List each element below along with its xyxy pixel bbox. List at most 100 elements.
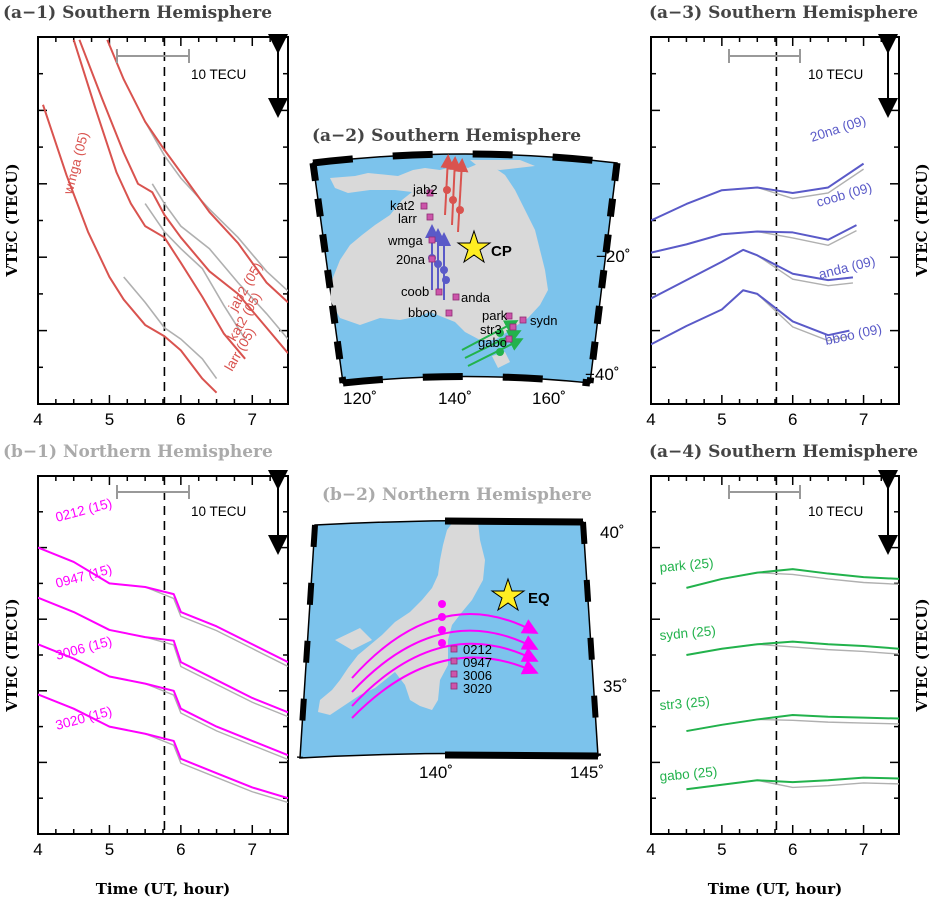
label-wmga: wmga — [387, 233, 423, 248]
reference-curve — [651, 289, 850, 345]
panel-b1: 4 5 6 7 0212 (15) 0947 (15) 3006 (15) 3020 (15) — [33, 475, 289, 859]
series-line-3020 — [38, 693, 288, 800]
map-frame-left — [309, 162, 347, 384]
label-larr: larr — [398, 211, 417, 226]
series-label-0212: 0212 (15) — [54, 495, 114, 524]
x-tick-label: 6 — [788, 840, 797, 859]
map-frame-right — [580, 521, 601, 757]
x-tick-label: 6 — [176, 840, 185, 859]
tecu-scale-label: 10 TECU — [191, 67, 246, 82]
station-3020 — [450, 682, 458, 690]
tracks-red — [440, 154, 469, 233]
series-line-kat2 — [78, 39, 288, 354]
tecu-scale-label: 10 TECU — [808, 504, 863, 519]
station-0947 — [450, 657, 458, 665]
series-line-20na — [651, 162, 865, 222]
stations-north — [450, 645, 458, 690]
x-tick-label: 5 — [105, 840, 114, 859]
series-line-larr — [72, 39, 246, 360]
x-tick-label: 7 — [859, 840, 868, 859]
station-anda — [452, 293, 460, 301]
map-title-south: (a−2) Southern Hemisphere — [312, 126, 581, 146]
label-0947: 0947 — [463, 655, 492, 670]
label-coob: coob — [401, 284, 429, 299]
series-line-coob — [651, 224, 857, 254]
series-label-coob: coob (09) — [815, 180, 874, 210]
x-tick-label: 7 — [248, 840, 257, 859]
label-kat2: kat2 — [390, 198, 415, 213]
label-park: park — [482, 308, 508, 323]
series-line-jab2 — [106, 39, 288, 304]
series-line-wmga — [42, 104, 218, 394]
series-line-park — [686, 568, 899, 589]
panel-title-a3: (a−3) Southern Hemisphere — [649, 3, 918, 23]
station-park — [505, 312, 513, 320]
x-tick-label: 6 — [176, 410, 185, 429]
series-label-gabo: gabo (25) — [659, 764, 718, 784]
series-label-park: park (25) — [659, 555, 714, 575]
lat-tick-35n: 35˚ — [603, 677, 628, 696]
label-3006: 3006 — [463, 668, 492, 683]
series-label-3020: 3020 (15) — [54, 703, 114, 732]
event-star-cp — [456, 229, 492, 264]
lat-tick-40s: −40˚ — [585, 365, 620, 384]
series-label-sydn: sydn (25) — [659, 623, 716, 643]
x-tick-label: 4 — [33, 840, 42, 859]
xlabel-b1: Time (UT, hour) — [96, 880, 230, 898]
lat-tick-40n: 40˚ — [600, 523, 625, 542]
pierce-point-0947 — [438, 613, 446, 621]
japan-land — [318, 522, 485, 715]
pierce-point-3020 — [438, 639, 446, 647]
x-tick-label: 6 — [788, 410, 797, 429]
label-sydn: sydn — [530, 313, 557, 328]
label-0212: 0212 — [463, 642, 492, 657]
x-tick-label: 5 — [105, 410, 114, 429]
map-frame-top-seg — [444, 517, 584, 526]
station-0212 — [450, 645, 458, 653]
x-tick-label: 4 — [646, 410, 655, 429]
x-tick-label: 5 — [717, 840, 726, 859]
series-line-3006 — [38, 643, 288, 757]
tecu-scale-label: 10 TECU — [808, 67, 863, 82]
series-line-0212 — [38, 546, 288, 664]
map-south: jab2 kat2 larr wmga 20na coob anda bboo … — [309, 150, 631, 408]
series-label-0947: 0947 (15) — [54, 561, 114, 590]
series-line-bboo — [651, 289, 850, 346]
ylabel-a3: VTEC (TECU) — [913, 163, 931, 277]
label-bboo: bboo — [408, 305, 437, 320]
lat-tick-20s: −20˚ — [596, 247, 631, 266]
station-gabo — [505, 335, 513, 343]
station-jab2 — [426, 189, 434, 197]
map-frame-bottom — [342, 373, 591, 387]
plot-frame — [37, 36, 289, 405]
series-line-0947 — [38, 596, 288, 714]
station-wmga — [428, 236, 436, 244]
event-star-eq — [490, 577, 526, 612]
panel-title-a4: (a−4) Southern Hemisphere — [649, 442, 918, 462]
label-20na: 20na — [396, 252, 426, 267]
stations-south — [420, 189, 527, 343]
station-3006 — [450, 670, 458, 678]
map-frame-right — [586, 162, 621, 384]
event-label-cp: CP — [491, 243, 512, 260]
map-title-north: (b−2) Northern Hemisphere — [322, 485, 592, 505]
x-tick-label: 7 — [248, 410, 257, 429]
pierce-point-3006 — [438, 626, 446, 634]
series-label-3006: 3006 (15) — [54, 633, 114, 662]
ylabel-a4: VTEC (TECU) — [913, 598, 931, 712]
x-tick-label: 4 — [33, 410, 42, 429]
x-tick-label: 7 — [859, 410, 868, 429]
korea-land — [335, 628, 372, 650]
lon-tick-160: 160˚ — [532, 389, 566, 408]
series-line-sydn — [686, 640, 899, 656]
lon-tick-120: 120˚ — [343, 389, 377, 408]
reference-curve — [123, 276, 218, 380]
lon-tick-140: 140˚ — [438, 389, 472, 408]
map-frame-top — [312, 150, 618, 167]
panel-title-b1: (b−1) Northern Hemisphere — [3, 442, 273, 462]
station-bboo — [445, 309, 453, 317]
label-str3: str3 — [480, 322, 502, 337]
scale-b1: 10 TECU — [116, 470, 288, 555]
